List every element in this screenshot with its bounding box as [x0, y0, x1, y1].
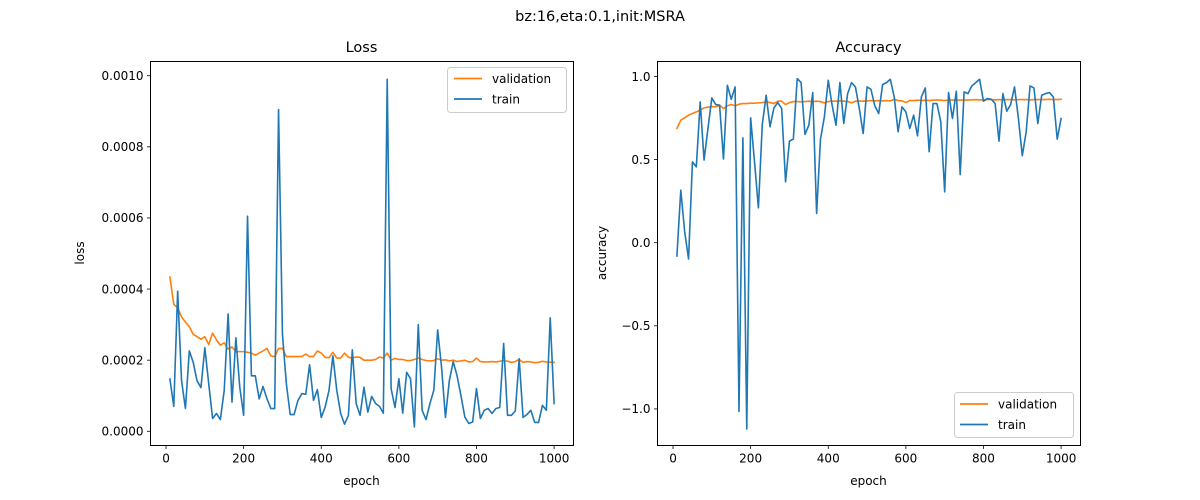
loss-xtick-label: 800	[465, 452, 488, 466]
accuracy-train-line	[676, 77, 1063, 430]
loss-xlabel: epoch	[343, 474, 380, 488]
loss-legend: validation train	[447, 67, 567, 113]
loss-ytick-label: 0.0004	[102, 282, 144, 296]
accuracy-validation-line	[675, 98, 1062, 130]
accuracy-ytick-label: 0.0	[631, 236, 650, 250]
loss-lines	[168, 78, 555, 428]
accuracy-ticks: 0 200 400 600 800 1000 −1.0 −0.5 0.0 0.5 1.0	[621, 70, 1076, 466]
accuracy-legend: validation train	[954, 392, 1074, 438]
loss-ytick-label: 0.0000	[102, 425, 144, 439]
loss-subplot: Loss epoch loss 0 200 400 600 800 10000.00000…	[73, 40, 574, 488]
loss-ytick-label: 0.0006	[102, 211, 144, 225]
loss-legend-train-label: train	[492, 93, 520, 107]
loss-axes-frame	[150, 61, 574, 446]
accuracy-lines	[675, 77, 1063, 430]
loss-xtick-label: 1000	[539, 452, 570, 466]
accuracy-axes-frame	[657, 61, 1081, 446]
figure-suptitle: bz:16,eta:0.1,init:MSRA	[515, 9, 685, 25]
loss-title: Loss	[346, 40, 378, 56]
accuracy-ylabel: accuracy	[595, 226, 609, 280]
accuracy-legend-train-label: train	[998, 418, 1026, 432]
accuracy-ytick-label: 0.5	[631, 153, 650, 167]
accuracy-xlabel: epoch	[850, 474, 887, 488]
accuracy-subplot: Accuracy epoch accuracy 0 200 400 600 800 100…	[595, 40, 1081, 488]
loss-train-line	[168, 78, 555, 428]
loss-ytick-label: 0.0002	[102, 353, 144, 367]
loss-xtick-label: 400	[310, 452, 333, 466]
loss-legend-validation-label: validation	[492, 72, 551, 86]
accuracy-ytick-label: −1.0	[621, 402, 650, 416]
accuracy-xtick-label: 400	[817, 452, 840, 466]
loss-ylabel: loss	[73, 241, 87, 264]
loss-xtick-label: 0	[162, 452, 170, 466]
accuracy-xtick-label: 600	[894, 452, 917, 466]
accuracy-xtick-label: 1000	[1046, 452, 1077, 466]
loss-validation-line	[168, 276, 555, 364]
accuracy-title: Accuracy	[835, 40, 902, 56]
loss-xtick-label: 200	[232, 452, 255, 466]
accuracy-xtick-label: 200	[739, 452, 762, 466]
loss-ytick-label: 0.0008	[102, 140, 144, 154]
loss-xtick-label: 600	[387, 452, 410, 466]
accuracy-ytick-label: 1.0	[631, 70, 650, 84]
loss-ticks: 0 200 400 600 800 1000 0.0000 0.0002 0.0004 0.000…	[102, 69, 570, 465]
accuracy-xtick-label: 0	[669, 452, 677, 466]
loss-ytick-label: 0.0010	[102, 69, 144, 83]
accuracy-ytick-label: −0.5	[621, 319, 650, 333]
accuracy-xtick-label: 800	[972, 452, 995, 466]
accuracy-legend-validation-label: validation	[998, 398, 1057, 412]
